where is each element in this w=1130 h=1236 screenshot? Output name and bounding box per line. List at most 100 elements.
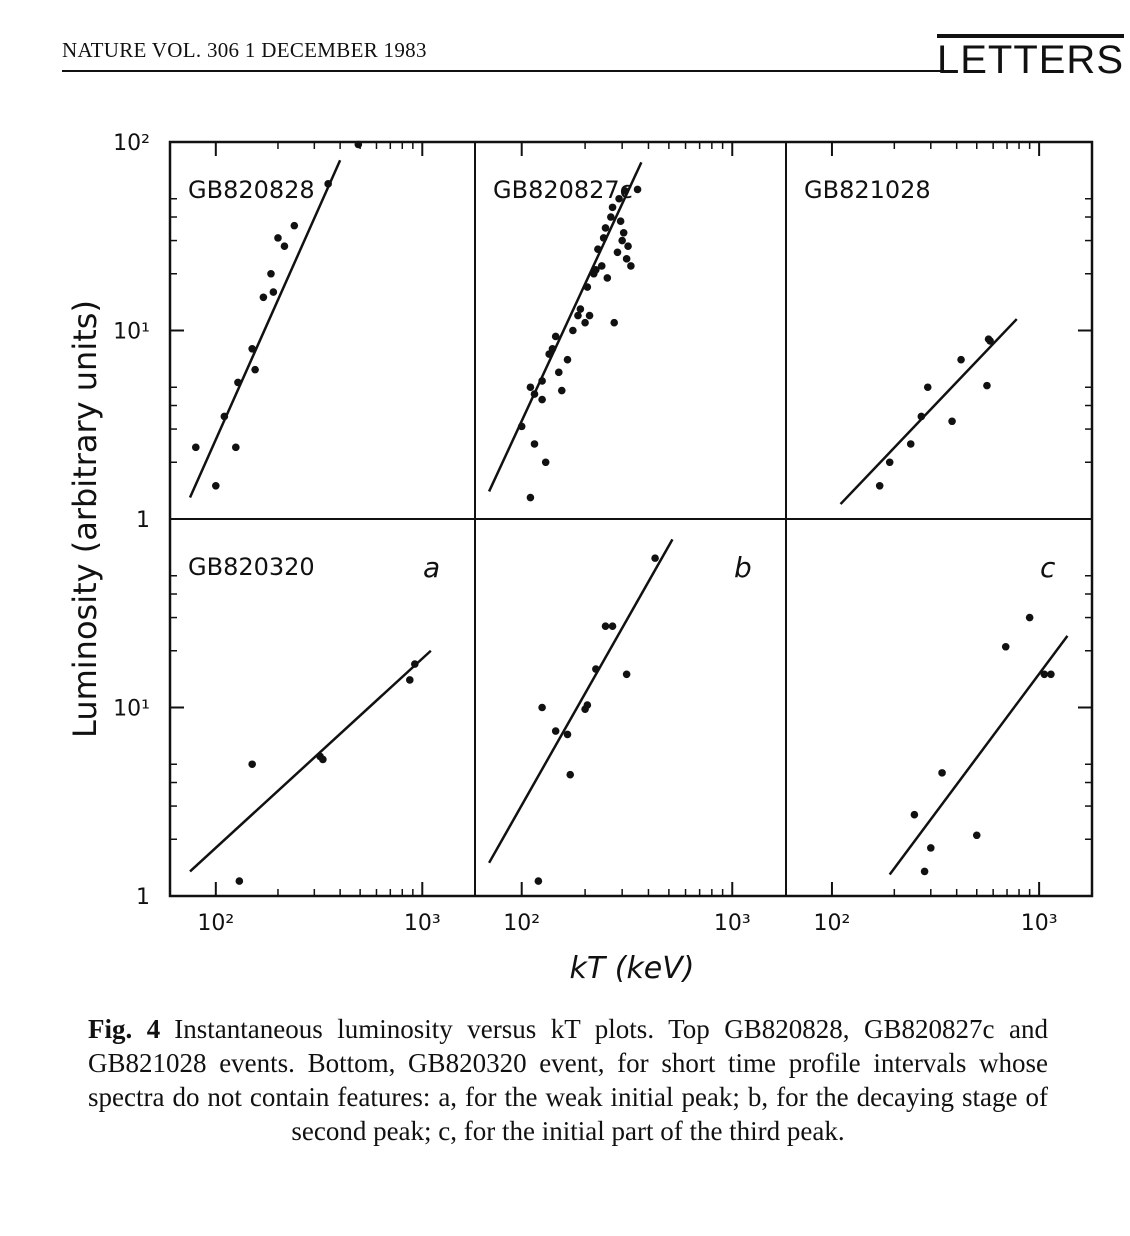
fit-line: [839, 318, 1018, 505]
data-point: [566, 770, 575, 779]
data-point: [235, 877, 244, 885]
data-point: [274, 234, 282, 242]
data-point: [411, 660, 419, 668]
caption-text: Instantaneous luminosity versus kT plots…: [88, 1014, 1048, 1146]
data-point: [583, 701, 592, 709]
x-tick-label: 10³: [1021, 911, 1058, 936]
data-point: [622, 255, 631, 263]
data-point: [212, 482, 220, 490]
x-tick-label: 10²: [503, 911, 540, 936]
data-point: [191, 443, 200, 452]
data-point: [948, 417, 956, 426]
data-point: [1040, 670, 1049, 679]
data-point: [248, 760, 256, 769]
data-point: [615, 194, 623, 203]
data-point: [551, 332, 560, 341]
data-point: [538, 377, 546, 385]
panel-letter-label: a: [423, 551, 440, 584]
data-point: [354, 140, 363, 149]
data-point: [618, 236, 626, 245]
data-point: [917, 412, 926, 421]
data-point: [616, 217, 625, 226]
data-point: [651, 554, 659, 562]
data-point: [926, 844, 935, 852]
panel-event-label: GB820827c: [493, 176, 633, 204]
data-point: [608, 203, 617, 212]
data-point: [624, 242, 632, 251]
y-tick-label: 1: [136, 885, 150, 910]
data-point: [983, 381, 991, 390]
data-point: [581, 318, 589, 327]
data-point: [267, 269, 275, 278]
journal-citation: NATURE VOL. 306 1 DECEMBER 1983: [62, 38, 427, 62]
page-header: NATURE VOL. 306 1 DECEMBER 1983 LETTERS: [62, 32, 1130, 92]
panel-event-label: GB820320: [188, 553, 315, 581]
data-point: [280, 242, 289, 251]
data-point: [517, 422, 526, 431]
data-point: [601, 622, 610, 630]
section-title: LETTERS: [936, 34, 1124, 82]
data-point: [607, 213, 615, 221]
data-point: [610, 318, 619, 327]
data-point: [526, 383, 535, 392]
data-point: [601, 224, 610, 232]
data-point: [269, 288, 278, 296]
fit-line: [487, 161, 643, 492]
data-point: [885, 458, 894, 467]
data-point: [633, 185, 642, 194]
data-point: [592, 665, 600, 673]
data-point: [526, 493, 535, 502]
data-point: [234, 378, 242, 387]
data-point: [972, 831, 981, 840]
data-point: [530, 440, 539, 448]
y-tick-label: 10¹: [113, 320, 150, 345]
data-point: [541, 458, 550, 467]
data-point: [875, 482, 884, 490]
data-point: [619, 228, 628, 237]
data-point: [1001, 642, 1010, 651]
data-point: [530, 390, 539, 398]
data-point: [324, 180, 332, 188]
data-point: [920, 867, 929, 876]
data-point: [557, 386, 566, 395]
panel-event-label: GB820828: [188, 176, 315, 204]
caption-label: Fig. 4: [88, 1014, 161, 1044]
fit-line: [888, 635, 1069, 876]
data-point: [538, 703, 546, 712]
figure-caption: Fig. 4 Instantaneous luminosity versus kT…: [88, 1012, 1048, 1148]
data-point: [538, 395, 546, 404]
x-axis-label: kT (keV): [570, 951, 695, 986]
data-point: [563, 730, 572, 739]
data-point: [592, 265, 600, 274]
x-tick-label: 10³: [404, 911, 441, 936]
fit-line: [189, 649, 432, 873]
data-point: [1047, 670, 1055, 679]
x-tick-label: 10²: [197, 911, 234, 936]
data-point: [608, 622, 617, 630]
data-point: [554, 368, 563, 377]
data-point: [622, 670, 631, 679]
data-point: [232, 443, 240, 452]
data-point: [319, 755, 327, 764]
data-point: [585, 311, 594, 320]
data-point: [574, 311, 582, 320]
data-point: [406, 676, 414, 684]
data-point: [563, 355, 572, 364]
y-axis-label: Luminosity (arbitrary units): [66, 300, 104, 738]
data-point: [627, 262, 635, 270]
data-point: [986, 337, 994, 345]
data-point: [576, 305, 585, 313]
header-rule: [62, 70, 947, 72]
panel-event-label: GB821028: [804, 176, 931, 204]
data-point: [621, 187, 629, 195]
data-point: [599, 234, 608, 242]
fit-line: [188, 159, 342, 499]
panel-letter-label: b: [734, 551, 752, 584]
data-point: [583, 283, 592, 291]
data-point: [569, 326, 577, 335]
y-tick-label: 10²: [113, 131, 150, 156]
luminosity-vs-kt-figure: 10² 10³ 10² 10³ 10² 10³ 10² 10¹ 1 10¹ 1 kT (keV) Lum…: [66, 131, 1094, 986]
data-point: [603, 274, 612, 282]
data-point: [251, 365, 259, 374]
data-point: [220, 412, 229, 421]
